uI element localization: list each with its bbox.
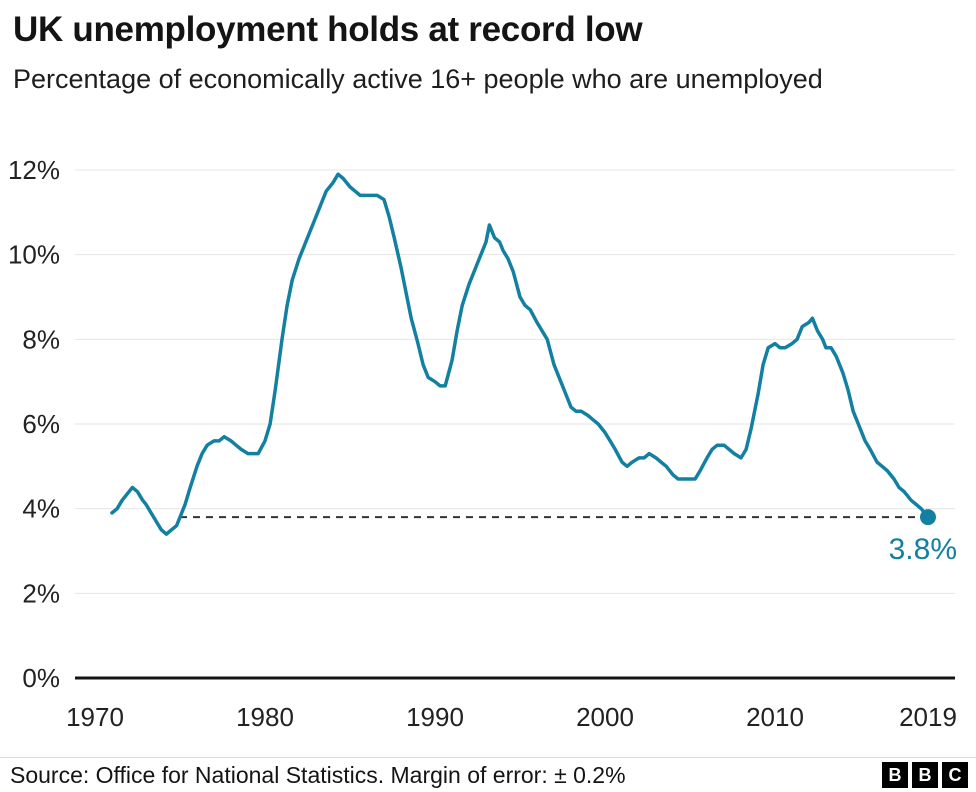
x-tick-label: 1970 xyxy=(66,702,124,732)
endpoint-marker xyxy=(920,509,936,526)
x-tick-label: 2000 xyxy=(576,702,634,732)
unemployment-line-chart: 0% 2% 4% 6% 8% 10% 12% 1970 1980 1990 2000 2010 2019… xyxy=(8,155,957,732)
bbc-logo-block-c: C xyxy=(942,762,968,788)
page-title: UK unemployment holds at record low xyxy=(13,10,643,49)
chart-header: UK unemployment holds at record low Perc… xyxy=(0,0,976,97)
bbc-logo: B B C xyxy=(882,762,968,788)
endpoint-value-label: 3.8% xyxy=(889,533,957,566)
y-tick-label: 12% xyxy=(8,155,60,185)
y-tick-label: 6% xyxy=(22,409,60,439)
y-tick-label: 8% xyxy=(22,324,60,354)
x-tick-label: 1980 xyxy=(236,702,294,732)
x-tick-label: 2019 xyxy=(899,702,957,732)
y-tick-label: 0% xyxy=(22,663,60,693)
x-tick-label: 2010 xyxy=(746,702,804,732)
y-tick-label: 4% xyxy=(22,494,60,524)
y-tick-label: 2% xyxy=(22,578,60,608)
chart-footer: Source: Office for National Statistics. … xyxy=(0,757,976,792)
unemployment-line xyxy=(110,172,930,536)
chart-subtitle: Percentage of economically active 16+ pe… xyxy=(13,64,823,95)
source-note: Source: Office for National Statistics. … xyxy=(10,761,626,788)
x-tick-label: 1990 xyxy=(406,702,464,732)
bbc-logo-block-b2: B xyxy=(912,762,938,788)
unemployment-chart: 0% 2% 4% 6% 8% 10% 12% 1970 1980 1990 2000 2010 2019… xyxy=(0,148,976,748)
bbc-logo-block-b1: B xyxy=(882,762,908,788)
y-tick-label: 10% xyxy=(8,240,60,270)
